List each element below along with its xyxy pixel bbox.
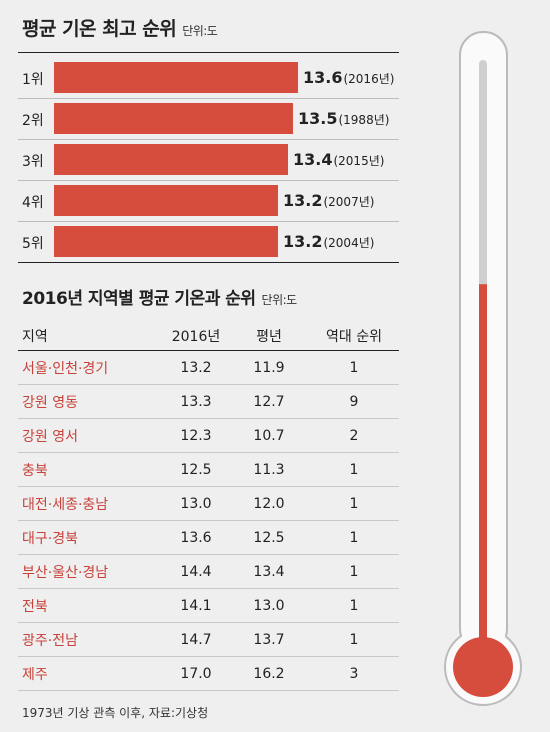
cell-rank: 1 [309,486,399,521]
cell-normal: 13.7 [229,622,309,657]
bar-year: (1988년) [338,113,390,127]
cell-normal: 13.4 [229,554,309,589]
cell-2016: 17.0 [163,656,229,691]
header-rule [18,52,399,53]
cell-normal: 12.7 [229,384,309,419]
cell-region: 부산·울산·경남 [18,554,163,589]
bar-value: 13.5 [298,109,338,128]
cell-region: 강원 영동 [18,384,163,419]
cell-normal: 12.0 [229,486,309,521]
cell-normal: 13.0 [229,588,309,623]
cell-normal: 11.9 [229,350,309,385]
header-region: 지역 [18,322,163,351]
header-rank: 역대 순위 [309,322,399,351]
bar-value: 13.4 [293,150,333,169]
bar-chart-unit: 단위:도 [182,24,218,38]
table-row: 서울·인천·경기 13.2 11.9 1 [18,350,399,385]
cell-normal: 12.5 [229,520,309,555]
footer-note: 1973년 기상 관측 이후, 자료:기상청 [22,706,209,720]
cell-2016: 12.5 [163,452,229,487]
cell-region: 광주·전남 [18,622,163,657]
table-title: 2016년 지역별 평균 기온과 순위 단위:도 [22,289,298,309]
bar-value: 13.6 [303,68,343,87]
bar-chart-title: 평균 기온 최고 순위 단위:도 [22,18,218,40]
bar-year: (2004년) [323,236,375,250]
cell-normal: 11.3 [229,452,309,487]
row-divider [18,180,399,181]
cell-2016: 13.0 [163,486,229,521]
cell-2016: 13.6 [163,520,229,555]
bar [54,144,288,175]
cell-region: 충북 [18,452,163,487]
cell-rank: 1 [309,350,399,385]
cell-region: 강원 영서 [18,418,163,453]
cell-rank: 1 [309,588,399,623]
table-row: 부산·울산·경남 14.4 13.4 1 [18,554,399,589]
bar [54,226,278,257]
header-normal: 평년 [229,322,309,351]
bar-value-label: 13.2(2004년) [283,232,374,251]
cell-normal: 16.2 [229,656,309,691]
cell-region: 대구·경북 [18,520,163,555]
bar-year: (2015년) [333,154,385,168]
bar-value: 13.2 [283,232,323,251]
cell-2016: 13.2 [163,350,229,385]
cell-region: 전북 [18,588,163,623]
table-row: 전북 14.1 13.0 1 [18,588,399,623]
table-row: 광주·전남 14.7 13.7 1 [18,622,399,657]
bar [54,103,293,134]
rank-label: 4위 [22,195,44,211]
rank-label: 1위 [22,72,44,88]
table-body: 서울·인천·경기 13.2 11.9 1 강원 영동 13.3 12.7 9 강원 영서 12.3… [18,350,399,691]
bar [54,185,278,216]
rank-label: 3위 [22,154,44,170]
bar-year: (2016년) [343,72,395,86]
table-row: 강원 영서 12.3 10.7 2 [18,418,399,453]
cell-region: 대전·세종·충남 [18,486,163,521]
thermometer-bulb [453,637,513,697]
cell-rank: 9 [309,384,399,419]
cell-rank: 1 [309,622,399,657]
bar-chart-bottom-rule [18,262,399,263]
cell-normal: 10.7 [229,418,309,453]
header-2016: 2016년 [163,322,229,351]
cell-2016: 14.1 [163,588,229,623]
bar-value-label: 13.5(1988년) [298,109,389,128]
cell-2016: 12.3 [163,418,229,453]
row-divider [18,98,399,99]
table-row: 강원 영동 13.3 12.7 9 [18,384,399,419]
cell-2016: 13.3 [163,384,229,419]
table-row: 제주 17.0 16.2 3 [18,656,399,691]
rank-label: 2위 [22,113,44,129]
table-header-row: 지역 2016년 평년 역대 순위 [18,322,399,351]
cell-rank: 1 [309,520,399,555]
row-divider [18,139,399,140]
region-table: 지역 2016년 평년 역대 순위 서울·인천·경기 13.2 11.9 1 강원 영동… [18,322,399,691]
bar [54,62,298,93]
table-row: 대전·세종·충남 13.0 12.0 1 [18,486,399,521]
rank-label: 5위 [22,236,44,252]
table-unit: 단위:도 [261,293,298,307]
cell-region: 서울·인천·경기 [18,350,163,385]
bar-value-label: 13.2(2007년) [283,191,374,210]
cell-2016: 14.7 [163,622,229,657]
cell-rank: 1 [309,452,399,487]
bar-value-label: 13.4(2015년) [293,150,384,169]
bar-year: (2007년) [323,195,375,209]
cell-rank: 1 [309,554,399,589]
cell-2016: 14.4 [163,554,229,589]
table-row: 충북 12.5 11.3 1 [18,452,399,487]
row-divider [18,221,399,222]
cell-rank: 3 [309,656,399,691]
thermometer-mercury [479,284,487,650]
table-row: 대구·경북 13.6 12.5 1 [18,520,399,555]
cell-region: 제주 [18,656,163,691]
bar-value-label: 13.6(2016년) [303,68,394,87]
bar-value: 13.2 [283,191,323,210]
cell-rank: 2 [309,418,399,453]
